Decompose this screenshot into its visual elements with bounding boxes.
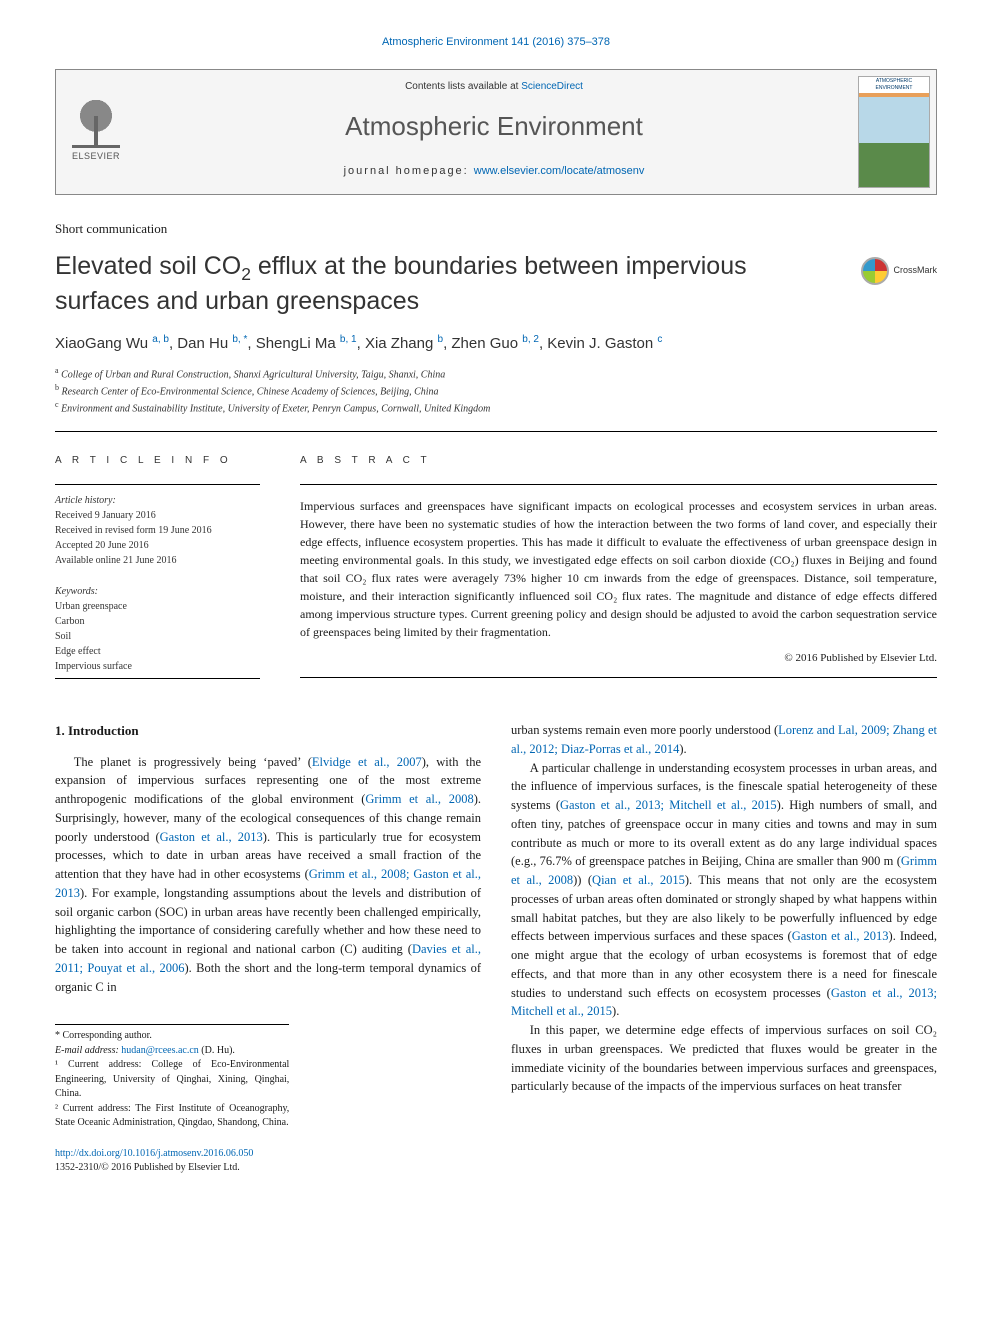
history-heading: Article history: — [55, 495, 116, 506]
contents-prefix: Contents lists available at — [405, 81, 521, 92]
cover-thumb-label: ATMOSPHERIC ENVIRONMENT — [859, 77, 929, 94]
email-line: E-mail address: hudan@rcees.ac.cn (D. Hu… — [55, 1044, 289, 1059]
history-accepted: Accepted 20 June 2016 — [55, 540, 149, 551]
keywords-heading: Keywords: — [55, 586, 98, 597]
title-pre: Elevated soil CO — [55, 252, 241, 280]
affiliations: a College of Urban and Rural Constructio… — [55, 365, 937, 417]
article-info-label: A R T I C L E I N F O — [55, 454, 260, 469]
journal-header-box: ELSEVIER Contents lists available at Sci… — [55, 69, 937, 195]
corresponding-note: * Corresponding author. — [55, 1029, 289, 1044]
abstract-label: A B S T R A C T — [300, 454, 937, 469]
header-center: Contents lists available at ScienceDirec… — [136, 70, 852, 194]
home-prefix: journal homepage: — [344, 165, 474, 177]
article-info-column: A R T I C L E I N F O Article history: R… — [55, 432, 260, 678]
footnote-2: ² Current address: The First Institute o… — [55, 1102, 289, 1131]
crossmark-badge[interactable]: CrossMark — [861, 257, 937, 285]
keyword-item: Carbon — [55, 616, 84, 627]
issn-line: 1352-2310/© 2016 Published by Elsevier L… — [55, 1162, 240, 1173]
journal-homepage: journal homepage: www.elsevier.com/locat… — [136, 164, 852, 180]
left-column: 1. Introduction The planet is progressiv… — [55, 721, 481, 1175]
journal-home-link[interactable]: www.elsevier.com/locate/atmosenv — [474, 165, 645, 177]
ref-link[interactable]: Gaston et al., 2013; Mitchell et al., 20… — [560, 798, 777, 812]
ref-link[interactable]: Grimm et al., 2008 — [365, 792, 473, 806]
journal-name: Atmospheric Environment — [136, 108, 852, 146]
author-list: XiaoGang Wu a, b, Dan Hu b, *, ShengLi M… — [55, 333, 937, 355]
keyword-item: Urban greenspace — [55, 601, 127, 612]
keywords-block: Keywords: Urban greenspace Carbon Soil Edge… — [55, 584, 260, 674]
keyword-item: Impervious surface — [55, 661, 132, 672]
right-column: urban systems remain even more poorly un… — [511, 721, 937, 1175]
journal-cover-thumb: ATMOSPHERIC ENVIRONMENT — [858, 76, 930, 188]
publisher-name: ELSEVIER — [72, 150, 120, 163]
keyword-item: Soil — [55, 631, 71, 642]
abstract-column: A B S T R A C T Impervious surfaces and … — [300, 432, 937, 678]
intro-paragraph-1: The planet is progressively being ‘paved… — [55, 753, 481, 997]
section-heading-intro: 1. Introduction — [55, 721, 481, 741]
sciencedirect-link[interactable]: ScienceDirect — [521, 81, 583, 92]
copyright-line: © 2016 Published by Elsevier Ltd. — [300, 651, 937, 667]
article-history: Article history: Received 9 January 2016… — [55, 493, 260, 568]
keyword-item: Edge effect — [55, 646, 101, 657]
article-title: Elevated soil CO2 efflux at the boundari… — [55, 251, 841, 317]
publisher-logo: ELSEVIER — [56, 70, 136, 194]
title-sub: 2 — [241, 264, 251, 284]
contents-line: Contents lists available at ScienceDirec… — [136, 80, 852, 95]
email-link[interactable]: hudan@rcees.ac.cn — [121, 1045, 199, 1056]
crossmark-label: CrossMark — [893, 264, 937, 277]
crossmark-icon — [861, 257, 889, 285]
history-received: Received 9 January 2016 — [55, 510, 156, 521]
article-type: Short communication — [55, 220, 937, 239]
intro-paragraph-2: A particular challenge in understanding … — [511, 759, 937, 1022]
abstract-text: Impervious surfaces and greenspaces have… — [300, 497, 937, 641]
intro-paragraph-3: In this paper, we determine edge effects… — [511, 1021, 937, 1096]
elsevier-tree-icon — [72, 100, 120, 148]
ref-link[interactable]: Gaston et al., 2013 — [792, 929, 889, 943]
doi-block: http://dx.doi.org/10.1016/j.atmosenv.201… — [55, 1147, 481, 1175]
ref-link[interactable]: Qian et al., 2015 — [592, 873, 685, 887]
body-columns: 1. Introduction The planet is progressiv… — [55, 721, 937, 1175]
ref-link[interactable]: Elvidge et al., 2007 — [312, 755, 422, 769]
footnotes: * Corresponding author. E-mail address: … — [55, 1024, 289, 1131]
ref-link[interactable]: Gaston et al., 2013 — [160, 830, 263, 844]
journal-reference: Atmospheric Environment 141 (2016) 375–3… — [55, 35, 937, 51]
doi-link[interactable]: http://dx.doi.org/10.1016/j.atmosenv.201… — [55, 1148, 253, 1159]
history-revised: Received in revised form 19 June 2016 — [55, 525, 212, 536]
footnote-1: ¹ Current address: College of Eco-Enviro… — [55, 1058, 289, 1102]
history-online: Available online 21 June 2016 — [55, 555, 176, 566]
intro-continuation: urban systems remain even more poorly un… — [511, 721, 937, 759]
